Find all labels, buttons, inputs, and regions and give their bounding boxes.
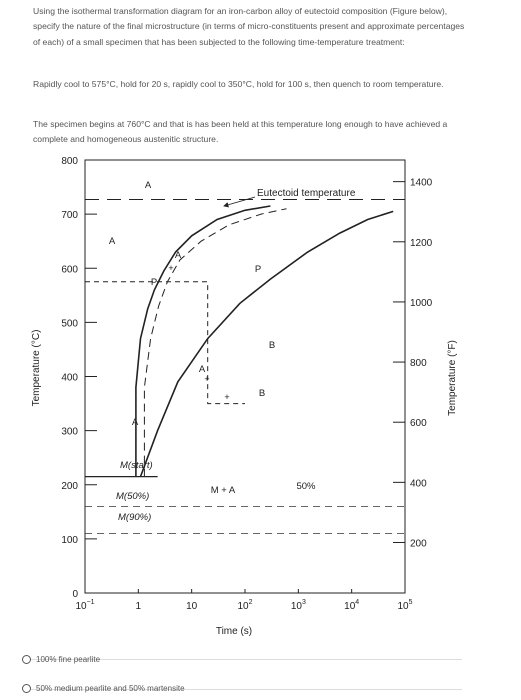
answer-option-1-label: 100% fine pearlite — [36, 654, 101, 664]
curve-marker: + — [168, 263, 173, 273]
option-divider — [22, 689, 462, 690]
heat-treatment-path — [85, 281, 245, 405]
answer-option-2-label: 50% medium pearlite and 50% martensite — [36, 683, 185, 693]
y2-axis-label: Temperature (°F) — [447, 340, 458, 416]
x-tick-label: 105 — [397, 599, 412, 612]
y2-tick-label: 400 — [410, 478, 427, 489]
x-tick-base: 1 — [136, 601, 142, 612]
transformation-curves — [135, 205, 394, 477]
region-label: 50% — [296, 481, 316, 492]
x-tick-exponent: 2 — [249, 599, 253, 606]
question-paragraph-2: Rapidly cool to 575°C, hold for 20 s, ra… — [33, 79, 444, 89]
curve-marker: + — [204, 374, 209, 384]
transformation-end-curve — [139, 210, 394, 477]
fifty-percent-curve — [143, 208, 287, 477]
martensite-lines — [85, 199, 405, 534]
x-tick-base: 10 — [75, 601, 87, 612]
y-tick-label: 800 — [61, 156, 78, 167]
region-label: Eutectoid temperature — [257, 188, 356, 199]
question-paragraph-1: Using the isothermal transformation diag… — [33, 6, 465, 47]
x-axis: 10−1 1 10 102 103 104 105 — [75, 589, 413, 612]
region-label: M + A — [211, 485, 236, 496]
x-tick-base: 10 — [397, 601, 409, 612]
x-tick-base: 10 — [344, 601, 356, 612]
x-tick-base: 10 — [237, 601, 249, 612]
x-tick-exponent: 3 — [302, 599, 306, 606]
martensite-label: M(90%) — [118, 512, 151, 523]
x-tick-label: 102 — [237, 599, 252, 612]
y-tick-label: 200 — [61, 481, 78, 492]
radio-icon[interactable] — [22, 654, 31, 664]
y-tick-label: 400 — [61, 373, 78, 384]
region-label: P — [255, 264, 261, 275]
y-axis-right: 200 400 600 800 1000 1200 1400 — [393, 178, 433, 549]
y2-tick-label: 800 — [410, 358, 427, 369]
treatment-path — [85, 281, 245, 405]
option-divider — [22, 659, 462, 660]
x-tick-label: 1 — [136, 601, 142, 612]
x-tick-label: 103 — [291, 599, 306, 612]
region-label: A — [145, 180, 152, 191]
y-tick-label: 300 — [61, 427, 78, 438]
x-axis-label: Time (s) — [216, 626, 252, 637]
x-tick-base: 10 — [291, 601, 303, 612]
curve-marker: + — [224, 392, 229, 402]
y-tick-label: 500 — [61, 318, 78, 329]
region-label: P — [151, 277, 157, 288]
x-tick-exponent: 5 — [409, 599, 413, 606]
region-label: A — [175, 250, 182, 261]
x-tick-label: 104 — [344, 599, 359, 612]
y2-tick-label: 600 — [410, 418, 427, 429]
x-tick-exponent: 4 — [355, 599, 359, 606]
y-axis-left: 0 100 200 300 400 500 600 700 800 — [61, 156, 97, 600]
region-label: A — [132, 417, 139, 428]
region-label: A — [199, 364, 206, 375]
martensite-label: M(50%) — [116, 491, 149, 502]
y2-tick-label: 200 — [410, 538, 427, 549]
y-tick-label: 100 — [61, 535, 78, 546]
answer-option-2[interactable]: 50% medium pearlite and 50% martensite — [22, 678, 462, 698]
region-label: A — [109, 236, 116, 247]
x-tick-base: 10 — [186, 601, 198, 612]
eutectoid-pointer-arrow — [223, 196, 256, 208]
y-tick-label: 700 — [61, 210, 78, 221]
question-paragraph-3: The specimen begins at 760°C and that is… — [33, 119, 448, 145]
y-axis-label: Temperature (°C) — [31, 330, 42, 407]
region-label: B — [259, 388, 265, 399]
x-tick-label: 10 — [186, 601, 198, 612]
answer-option-1[interactable]: 100% fine pearlite — [22, 649, 462, 669]
y2-tick-label: 1200 — [410, 238, 433, 249]
x-tick-exponent: −1 — [87, 599, 95, 606]
martensite-label: M(start) — [120, 460, 153, 471]
y2-tick-label: 1400 — [410, 178, 433, 189]
transformation-start-curve — [135, 205, 271, 477]
y-tick-label: 600 — [61, 264, 78, 275]
region-label: B — [269, 340, 275, 351]
radio-icon[interactable] — [22, 683, 31, 693]
y2-tick-label: 1000 — [410, 298, 433, 309]
y-tick-label: 0 — [72, 589, 78, 600]
region-labels: A A P B A M + A 50% A P A B Eutectoid temperature M(… — [109, 180, 356, 523]
x-tick-label: 10−1 — [75, 599, 94, 612]
